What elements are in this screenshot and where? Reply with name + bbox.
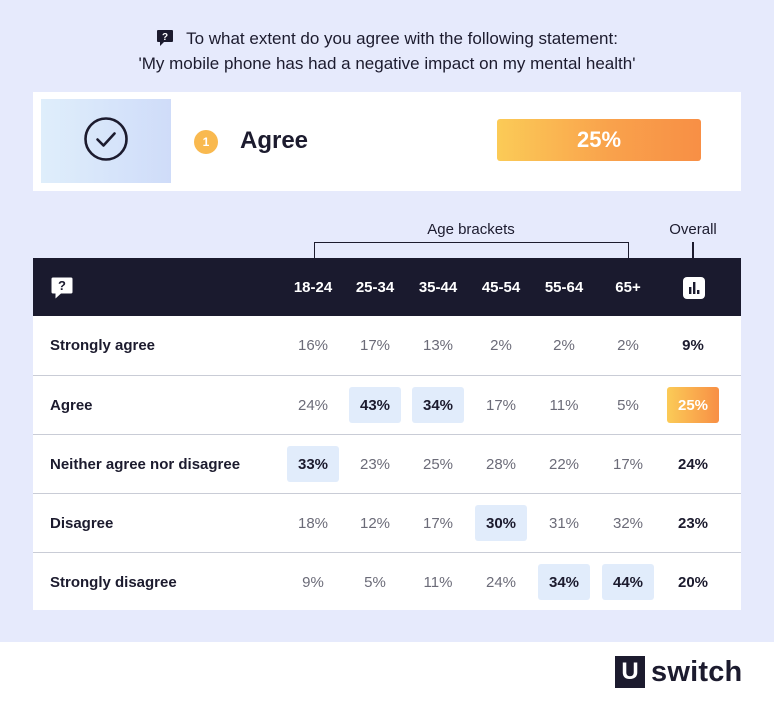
table-cell: 2% [553,336,575,354]
table-cell: 17% [612,455,644,473]
results-table: ? 18-24 25-34 35-44 45-54 55-64 65+ Strongly … [33,258,741,610]
table-header: ? 18-24 25-34 35-44 45-54 55-64 65+ [33,258,741,316]
logo-mark: U [615,656,645,688]
overall-cell: 23% [677,514,709,532]
column-header: 65+ [615,278,641,296]
table-cell: 2% [617,336,639,354]
table-cell: 30% [475,505,527,541]
column-header: 25-34 [355,278,395,296]
table-cell: 34% [412,387,464,423]
row-label: Strongly disagree [50,573,177,591]
column-header: 18-24 [293,278,333,296]
svg-text:?: ? [58,278,66,293]
uswitch-logo: U switch [615,656,742,688]
table-cell: 22% [548,455,580,473]
table-cell: 28% [485,455,517,473]
table-row: Neither agree nor disagree 33% 23% 25% 28% 22… [33,434,741,493]
age-brackets-bracket [314,242,629,258]
table-cell: 17% [485,396,517,414]
row-label: Agree [50,396,93,414]
question-line-1: To what extent do you agree with the fol… [186,29,618,48]
check-circle-icon [83,116,129,167]
overall-label: Overall [669,221,717,238]
column-header: 55-64 [544,278,584,296]
table-cell: 11% [423,573,453,591]
rank-badge: 1 [194,130,218,154]
logo-wordmark: switch [651,655,743,688]
table-cell: 31% [548,514,580,532]
table-row: Disagree 18% 12% 17% 30% 31% 32% 23% [33,493,741,552]
question-line-2: 'My mobile phone has had a negative impa… [138,54,636,73]
table-cell: 24% [485,573,517,591]
bar-chart-icon [683,277,705,304]
table-cell: 16% [297,336,329,354]
table-cell: 2% [490,336,512,354]
column-header: 45-54 [481,278,521,296]
table-cell: 32% [612,514,644,532]
question-title: ? To what extent do you agree with the f… [0,28,774,75]
table-cell: 9% [302,573,324,591]
row-label: Neither agree nor disagree [50,455,241,473]
table-cell: 11% [549,396,579,414]
table-row: Strongly agree 16% 17% 13% 2% 2% 2% 9% [33,316,741,375]
overall-cell: 25% [667,387,719,423]
table-cell: 17% [359,336,391,354]
overall-cell: 20% [677,573,709,591]
highlight-label: Agree [240,127,309,154]
question-bubble-icon: ? [50,276,74,305]
column-header: 35-44 [418,278,458,296]
table-cell: 44% [602,564,654,600]
highlight-value-bar: 25% [497,119,701,161]
table-cell: 5% [617,396,639,414]
table-cell: 5% [364,573,386,591]
overall-cell: 9% [682,336,704,354]
table-row: Strongly disagree 9% 5% 11% 24% 34% 44% 20% [33,552,741,611]
table-cell: 12% [359,514,391,532]
overall-tick [692,242,694,258]
table-cell: 23% [359,455,391,473]
table-cell: 18% [297,514,329,532]
table-cell: 33% [287,446,339,482]
svg-text:?: ? [162,32,168,43]
table-cell: 24% [297,396,329,414]
question-bubble-icon: ? [156,29,174,53]
age-brackets-label: Age brackets [427,221,515,238]
overall-cell: 24% [677,455,709,473]
table-cell: 13% [422,336,454,354]
table-row: Agree 24% 43% 34% 17% 11% 5% 25% [33,375,741,434]
table-cell: 43% [349,387,401,423]
table-cell: 17% [422,514,454,532]
highlight-card: 1 Agree 25% [33,92,741,191]
table-cell: 25% [422,455,454,473]
table-cell: 34% [538,564,590,600]
row-label: Strongly agree [50,337,156,354]
row-label: Disagree [50,514,114,532]
highlight-icon-tile [41,99,171,183]
